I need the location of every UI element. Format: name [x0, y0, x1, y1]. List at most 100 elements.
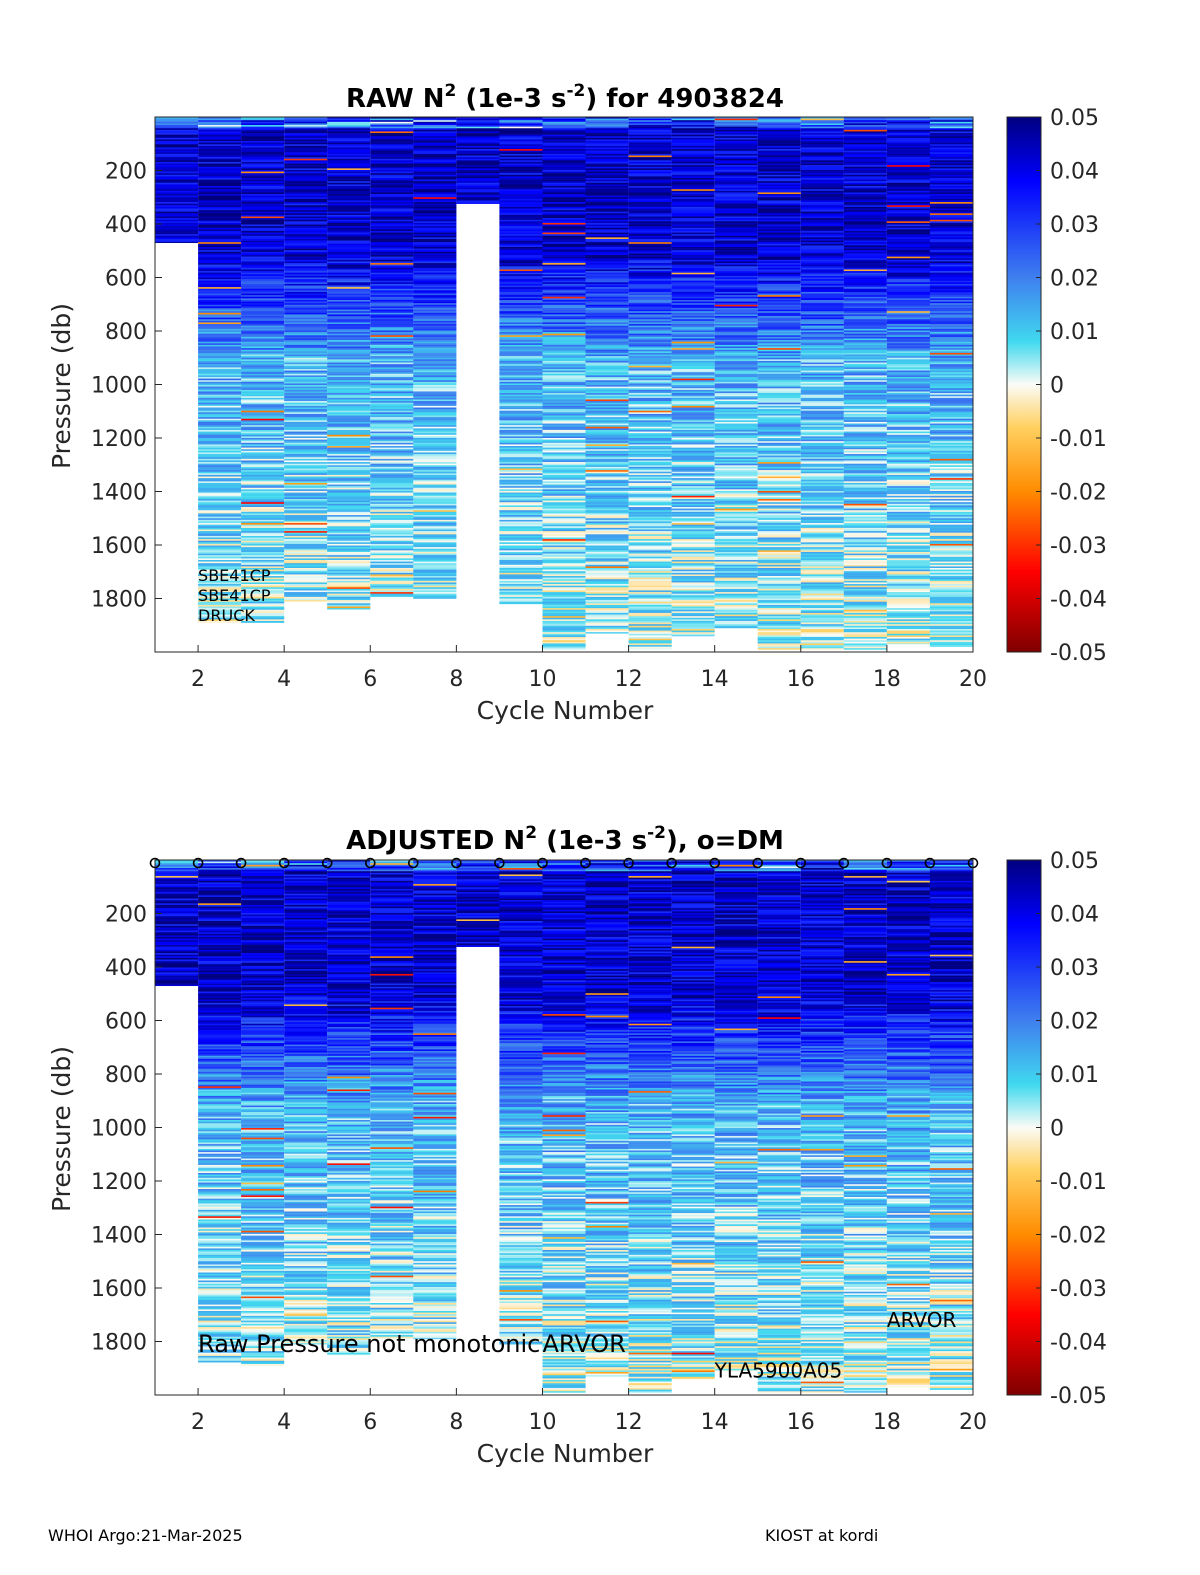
heatmap-cell	[370, 519, 414, 522]
heatmap-cell	[585, 516, 629, 519]
heatmap-cell	[327, 462, 371, 464]
heatmap-cell	[198, 494, 242, 497]
heatmap-cell	[499, 364, 543, 367]
heatmap-cell	[628, 417, 672, 420]
heatmap-cell	[585, 298, 629, 301]
heatmap-cell	[284, 510, 328, 513]
heatmap-cell	[542, 441, 586, 444]
heatmap-cell	[284, 319, 328, 322]
heatmap-cell	[327, 194, 371, 196]
heatmap-cell	[370, 489, 414, 492]
heatmap-cell	[198, 280, 242, 283]
heatmap-cell	[800, 275, 844, 278]
heatmap-cell	[671, 539, 715, 542]
heatmap-cell	[542, 365, 586, 368]
heatmap-cell	[241, 616, 285, 619]
heatmap-cell	[198, 238, 242, 241]
heatmap-cell	[413, 269, 457, 272]
heatmap-cell	[886, 155, 930, 158]
heatmap-cell	[757, 620, 801, 623]
heatmap-cell	[413, 572, 457, 575]
heatmap-cell	[585, 511, 629, 514]
heatmap-cell	[757, 444, 801, 447]
heatmap-cell	[671, 508, 715, 511]
heatmap-cell	[714, 263, 758, 265]
heatmap-cell	[757, 473, 801, 476]
heatmap-cell	[241, 290, 285, 293]
heatmap-cell	[241, 474, 285, 477]
heatmap-cell	[413, 181, 457, 184]
heatmap-cell	[628, 535, 672, 538]
heatmap-cell	[542, 582, 586, 585]
heatmap-cell	[456, 126, 500, 129]
heatmap-cell	[585, 277, 629, 280]
heatmap-cell	[198, 540, 242, 543]
heatmap-cell	[671, 261, 715, 264]
heatmap-cell	[714, 186, 758, 188]
heatmap-cell	[155, 160, 199, 163]
heatmap-cell	[585, 462, 629, 464]
heatmap-cell	[370, 314, 414, 317]
heatmap-cell	[843, 362, 887, 365]
heatmap-cell	[413, 271, 457, 273]
heatmap-cell	[886, 121, 930, 124]
heatmap-cell	[413, 450, 457, 453]
heatmap-cell	[327, 389, 371, 392]
heatmap-cell	[800, 295, 844, 298]
heatmap-cell	[585, 160, 629, 163]
heatmap-cell	[241, 123, 285, 126]
heatmap-cell	[585, 139, 629, 142]
heatmap-cell	[499, 121, 543, 124]
heatmap-cell	[886, 177, 930, 180]
heatmap-cell	[370, 375, 414, 378]
heatmap-cell	[628, 380, 672, 383]
heatmap-cell	[327, 558, 371, 561]
heatmap-cell	[800, 288, 844, 291]
heatmap-cell	[198, 548, 242, 551]
heatmap-cell	[155, 222, 199, 225]
heatmap-cell	[413, 566, 457, 569]
heatmap-cell	[198, 283, 242, 286]
heatmap-cell	[757, 389, 801, 392]
heatmap-cell	[198, 450, 242, 453]
heatmap-cell	[671, 529, 715, 532]
heatmap-cell	[757, 396, 801, 399]
heatmap-cell	[800, 181, 844, 184]
heatmap-cell	[585, 409, 629, 412]
heatmap-cell	[198, 219, 242, 222]
heatmap-cell	[671, 503, 715, 506]
heatmap-cell	[499, 471, 543, 474]
heatmap-cell	[499, 283, 543, 286]
heatmap-cell	[757, 498, 801, 501]
heatmap-cell	[628, 373, 672, 376]
heatmap-cell	[628, 446, 672, 448]
heatmap-cell	[714, 275, 758, 278]
heatmap-cell	[671, 507, 715, 509]
heatmap-cell	[542, 208, 586, 211]
heatmap-cell	[843, 561, 887, 564]
heatmap-cell	[843, 627, 887, 630]
heatmap-cell	[241, 117, 285, 119]
heatmap-cell	[800, 279, 844, 282]
heatmap-cell	[800, 640, 844, 643]
heatmap-cell	[542, 624, 586, 627]
heatmap-cell	[628, 247, 672, 249]
heatmap-cell	[198, 397, 242, 400]
heatmap-cell	[241, 527, 285, 530]
heatmap-cell	[370, 155, 414, 158]
heatmap-cell	[628, 266, 672, 269]
heatmap-cell	[198, 389, 242, 392]
heatmap-cell	[542, 184, 586, 187]
heatmap-cell	[370, 206, 414, 209]
heatmap-cell	[370, 420, 414, 423]
heatmap-cell	[327, 601, 371, 604]
heatmap-cell	[757, 497, 801, 500]
heatmap-cell	[585, 423, 629, 426]
heatmap-cell	[843, 356, 887, 359]
heatmap-cell	[585, 410, 629, 413]
heatmap-cell	[886, 190, 930, 193]
heatmap-cell	[671, 316, 715, 318]
heatmap-cell	[413, 497, 457, 500]
heatmap-cell	[843, 235, 887, 238]
heatmap-cell	[714, 203, 758, 206]
